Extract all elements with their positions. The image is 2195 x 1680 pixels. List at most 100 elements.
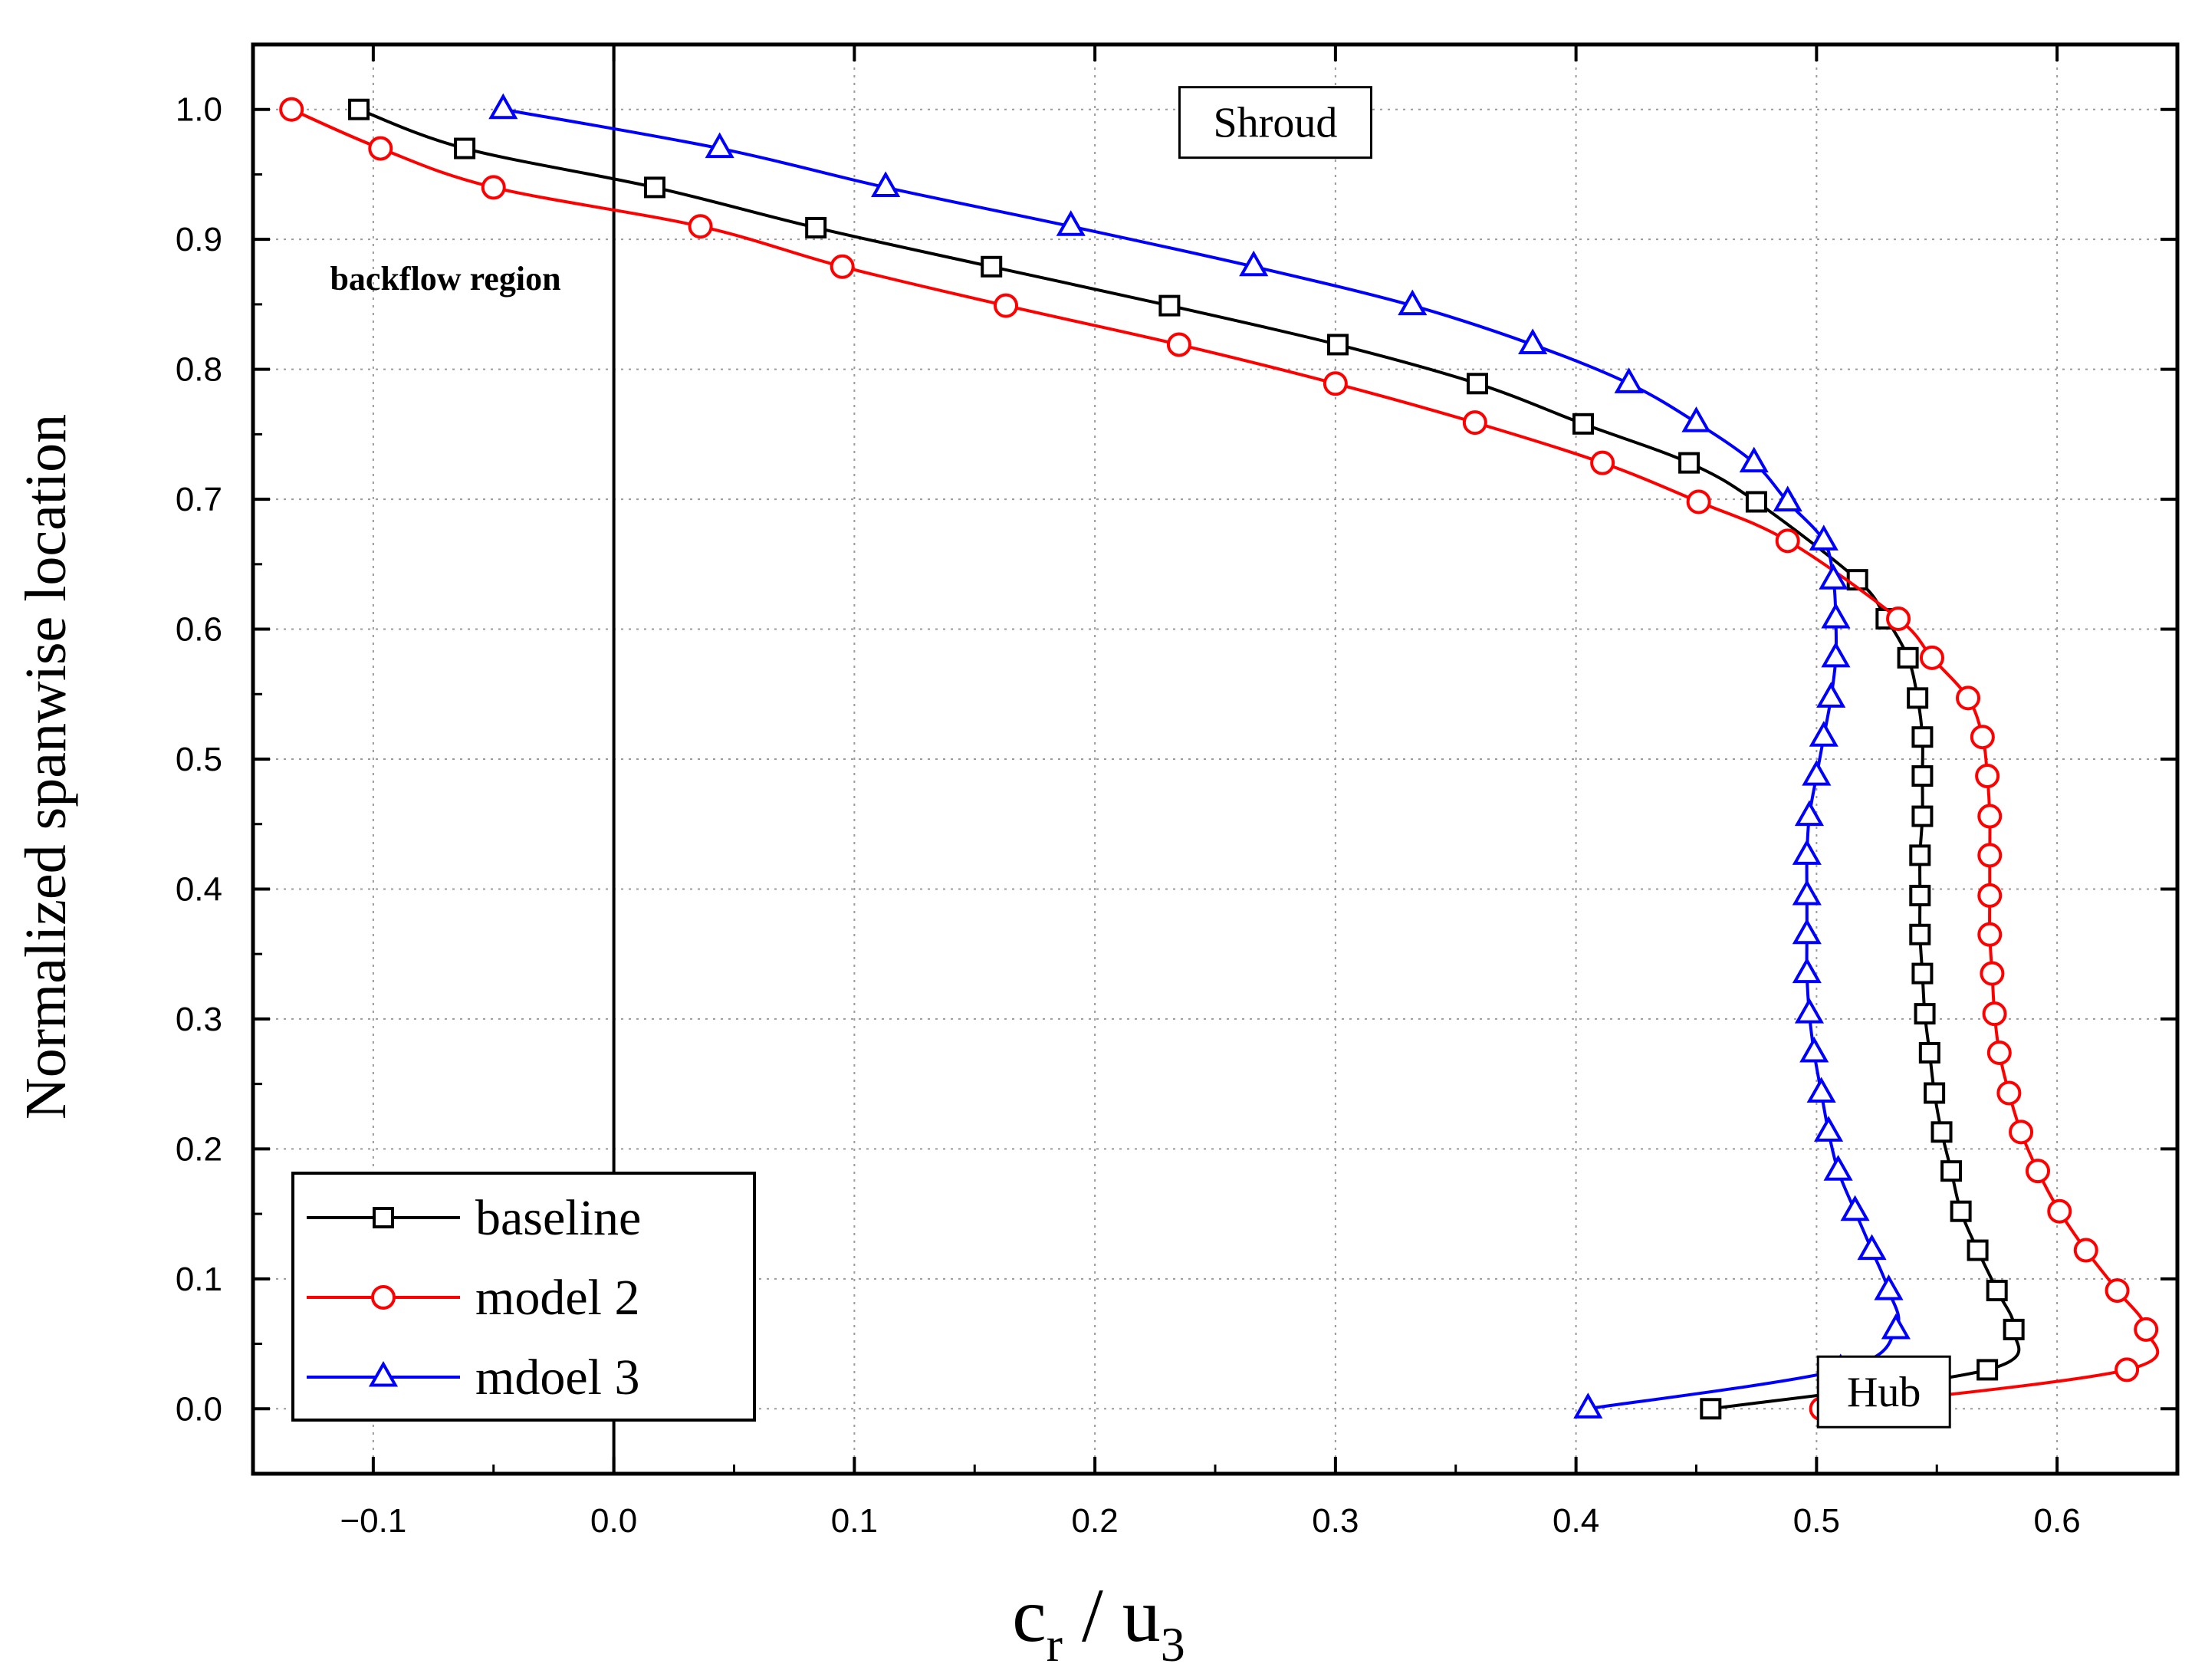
backflow-region-label: backflow region [330,260,560,298]
axis-ticks [251,43,2179,1475]
data-point [805,216,827,238]
data-point [1398,289,1428,316]
data-point [1911,726,1934,748]
data-point [1977,922,2003,947]
y-tick-label: 1.0 [176,91,222,129]
data-point [1745,491,1767,513]
x-tick-label: −0.1 [340,1502,406,1540]
y-tick-label: 0.5 [176,741,222,778]
data-point [1886,606,1911,631]
data-point [1986,1040,2012,1065]
data-point [1907,687,1929,709]
x-tick-label: 0.0 [590,1502,637,1540]
series-mdoel-3 [488,93,1911,1419]
data-point [1909,923,1931,945]
legend-label: mdoel 3 [475,1350,639,1405]
legend-marker [371,1285,396,1310]
series-layer [279,93,2160,1422]
legend-item-model-2: model 2 [307,1270,639,1326]
data-point [1977,804,2003,829]
data-point [1977,883,2003,908]
y-tick-label: 0.8 [176,351,222,389]
data-point [1821,602,1851,629]
data-point [1919,645,1944,670]
data-point [2073,1238,2098,1263]
x-axis-title: cr / u3 [1012,1573,1185,1672]
data-point [1821,641,1851,668]
data-point [1813,1116,1844,1142]
data-point [1323,371,1348,396]
data-point [1158,294,1181,317]
data-point [1857,1234,1887,1261]
data-point [1327,334,1349,356]
series-model-2 [279,97,2160,1422]
data-point [871,171,901,197]
data-point [1590,450,1615,475]
series-baseline [348,98,2025,1420]
y-axis-title: Normalized spanwise location [14,414,78,1119]
data-point [1806,1077,1836,1103]
y-tick-label: 0.1 [176,1261,222,1298]
data-point [1466,373,1488,395]
data-point [1239,250,1269,277]
data-point [1909,844,1931,866]
data-point [1462,410,1487,436]
y-tick-labels: 0.0 0.1 0.2 0.3 0.4 0.5 0.6 0.7 0.8 0.9 1.0 [176,91,222,1428]
data-point [348,98,370,120]
y-tick-label: 0.7 [176,481,222,518]
data-point [1681,406,1711,432]
data-point [2009,1119,2034,1145]
data-point [2003,1318,2025,1340]
data-point [981,255,1003,278]
data-point [1996,1080,2022,1106]
data-point [1976,1359,1999,1381]
data-point [830,254,855,279]
legend: baseline model 2 mdoel 3 [291,1172,756,1422]
data-point [1809,524,1838,551]
data-point [994,293,1019,318]
legend-item-mdoel-3: mdoel 3 [307,1350,639,1405]
y-tick-label: 0.4 [176,870,222,908]
y-tick-label: 0.6 [176,611,222,649]
legend-items: baseline model 2 mdoel 3 [307,1190,641,1405]
data-point [1967,1239,1989,1261]
data-point [368,136,393,161]
data-point [1911,765,1934,787]
x-tick-label: 0.4 [1553,1502,1599,1540]
data-point [1794,998,1825,1024]
data-point [1911,805,1934,827]
legend-label: model 2 [475,1270,639,1326]
data-point [488,93,518,120]
data-point [1950,1200,1972,1222]
data-point [2114,1357,2140,1382]
data-point [279,97,304,122]
shroud-label: Shroud [1214,100,1338,147]
x-axis-title-sep: / u [1063,1573,1161,1658]
data-point [1166,332,1191,357]
data-point [705,132,734,159]
data-point [1956,685,1981,711]
data-point [1518,328,1548,354]
x-axis-title-sub-r: r [1047,1617,1063,1672]
data-point [2047,1198,2072,1224]
data-point [1970,725,1995,750]
x-axis-title-sub-3: 3 [1161,1617,1185,1672]
data-point [1918,1041,1940,1064]
data-point [481,175,506,200]
data-point [1909,884,1931,906]
x-tick-label: 0.1 [831,1502,878,1540]
y-tick-label: 0.9 [176,221,222,258]
data-point [1678,452,1700,474]
data-point [1819,564,1848,590]
y-tick-label: 0.2 [176,1130,222,1168]
data-point [1794,800,1825,827]
data-point [1792,879,1822,906]
legend-marker [373,1207,394,1228]
data-point [643,176,665,199]
data-point [1802,759,1832,786]
data-point [1573,1392,1603,1419]
shroud-box [1178,86,1372,159]
data-point [1881,1313,1911,1340]
x-tick-label: 0.2 [1072,1502,1119,1540]
